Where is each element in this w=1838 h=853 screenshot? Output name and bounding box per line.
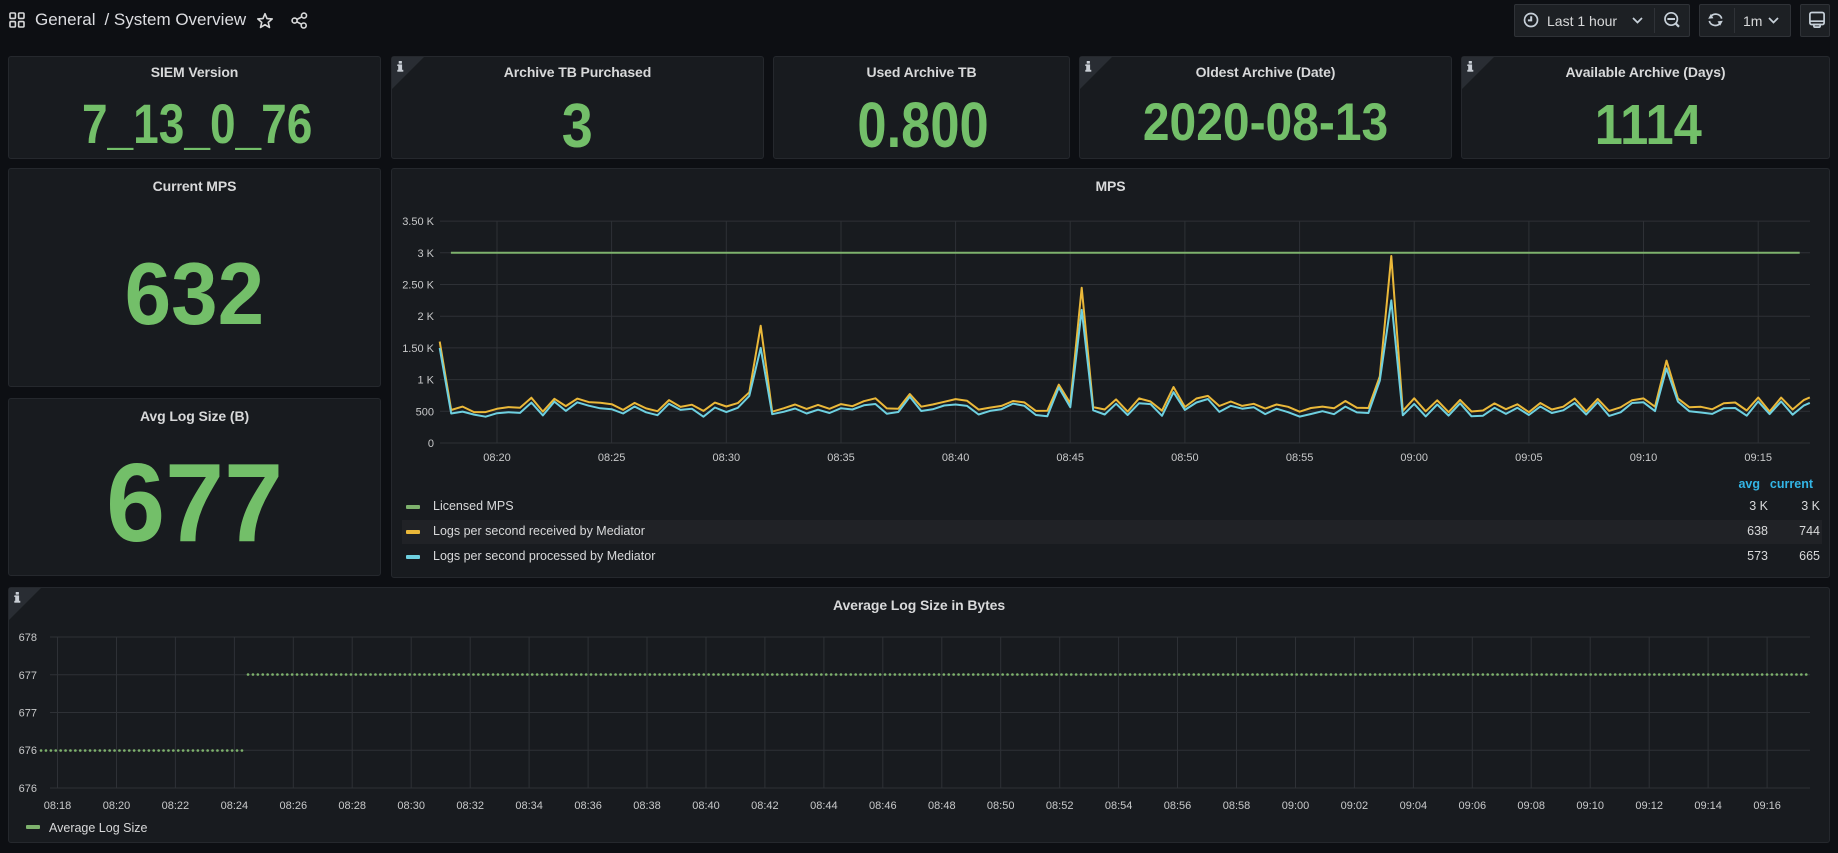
svg-text:08:26: 08:26 — [280, 800, 308, 812]
svg-text:08:35: 08:35 — [827, 452, 855, 464]
svg-text:1 K: 1 K — [417, 375, 434, 387]
svg-text:677: 677 — [19, 708, 37, 720]
svg-text:09:05: 09:05 — [1515, 452, 1543, 464]
svg-text:09:00: 09:00 — [1400, 452, 1428, 464]
svg-text:08:50: 08:50 — [1171, 452, 1199, 464]
svg-text:08:30: 08:30 — [713, 452, 741, 464]
svg-text:09:12: 09:12 — [1635, 800, 1663, 812]
svg-text:0: 0 — [428, 438, 434, 450]
svg-text:08:45: 08:45 — [1056, 452, 1084, 464]
svg-text:677: 677 — [19, 670, 37, 682]
svg-text:09:00: 09:00 — [1282, 800, 1310, 812]
svg-text:09:15: 09:15 — [1744, 452, 1772, 464]
svg-text:08:25: 08:25 — [598, 452, 626, 464]
svg-text:08:30: 08:30 — [397, 800, 425, 812]
svg-text:09:10: 09:10 — [1630, 452, 1658, 464]
svg-text:09:02: 09:02 — [1341, 800, 1369, 812]
svg-text:08:55: 08:55 — [1286, 452, 1314, 464]
svg-text:2 K: 2 K — [417, 311, 434, 323]
svg-text:09:06: 09:06 — [1459, 800, 1487, 812]
svg-text:08:40: 08:40 — [692, 800, 720, 812]
svg-text:500: 500 — [416, 406, 434, 418]
svg-text:08:34: 08:34 — [515, 800, 543, 812]
svg-text:08:50: 08:50 — [987, 800, 1015, 812]
svg-text:08:44: 08:44 — [810, 800, 838, 812]
svg-text:09:04: 09:04 — [1400, 800, 1428, 812]
svg-text:08:28: 08:28 — [338, 800, 366, 812]
svg-text:08:38: 08:38 — [633, 800, 661, 812]
svg-text:09:14: 09:14 — [1694, 800, 1722, 812]
svg-text:1.50 K: 1.50 K — [402, 343, 434, 355]
svg-text:676: 676 — [19, 783, 37, 795]
svg-text:678: 678 — [19, 632, 37, 644]
svg-text:08:54: 08:54 — [1105, 800, 1133, 812]
svg-text:08:40: 08:40 — [942, 452, 970, 464]
svg-text:3.50 K: 3.50 K — [402, 216, 434, 228]
svg-text:09:16: 09:16 — [1753, 800, 1781, 812]
svg-text:08:36: 08:36 — [574, 800, 602, 812]
svg-text:08:24: 08:24 — [221, 800, 249, 812]
svg-text:676: 676 — [19, 745, 37, 757]
svg-text:08:20: 08:20 — [103, 800, 131, 812]
svg-text:2.50 K: 2.50 K — [402, 280, 434, 292]
svg-text:08:52: 08:52 — [1046, 800, 1074, 812]
svg-text:08:58: 08:58 — [1223, 800, 1251, 812]
svg-text:08:48: 08:48 — [928, 800, 956, 812]
svg-text:09:08: 09:08 — [1517, 800, 1545, 812]
svg-text:08:22: 08:22 — [162, 800, 190, 812]
svg-text:08:42: 08:42 — [751, 800, 779, 812]
svg-text:08:20: 08:20 — [483, 452, 511, 464]
svg-text:08:56: 08:56 — [1164, 800, 1192, 812]
svg-text:08:18: 08:18 — [44, 800, 72, 812]
svg-text:08:46: 08:46 — [869, 800, 897, 812]
svg-text:08:32: 08:32 — [456, 800, 484, 812]
svg-text:09:10: 09:10 — [1576, 800, 1604, 812]
svg-text:3 K: 3 K — [417, 248, 434, 260]
